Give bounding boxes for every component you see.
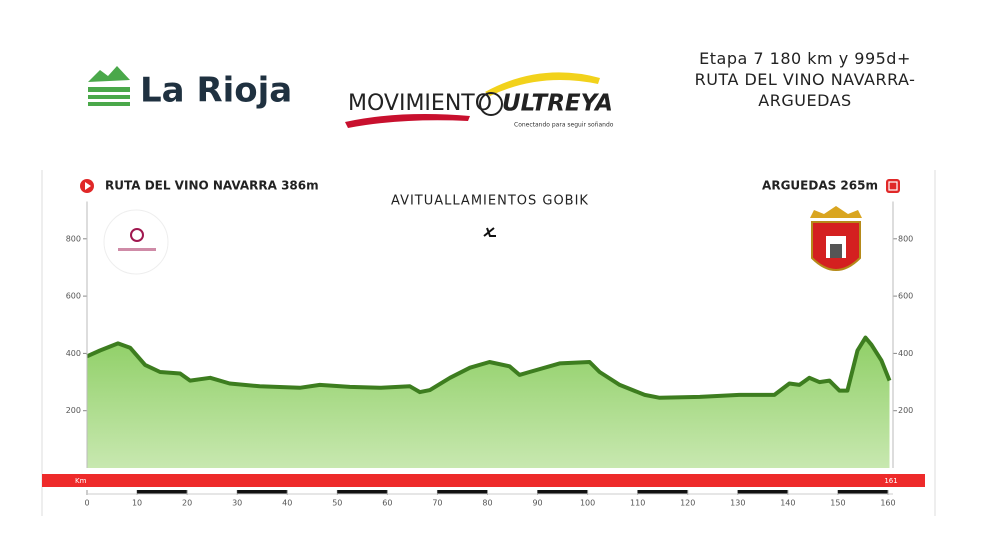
logo-tagline: Conectando para seguir soñando <box>514 122 614 129</box>
logo-center-text: MOVIMIENTO <box>348 91 492 116</box>
y-tick-label: 600 <box>66 292 81 301</box>
end-icon <box>888 181 898 191</box>
km-bar <box>42 474 925 487</box>
x-tick-label: 150 <box>830 499 845 508</box>
x-tick-label: 50 <box>332 499 342 508</box>
stage-info: Etapa 7 180 km y 995d+ RUTA DEL VINO NAV… <box>660 48 950 111</box>
x-tick-label: 120 <box>680 499 695 508</box>
stage-line: Etapa 7 180 km y 995d+ <box>699 49 911 68</box>
elevation-ridge <box>86 335 892 400</box>
start-icon <box>85 182 91 190</box>
scale-segment <box>837 490 888 494</box>
x-tick-label: 30 <box>232 499 242 508</box>
x-tick-label: 60 <box>382 499 392 508</box>
y-tick-label: 800 <box>66 234 81 243</box>
y-tick-label: 600 <box>898 292 913 301</box>
wine-logo <box>130 228 144 242</box>
scale-segment <box>237 490 288 494</box>
x-tick-label: 40 <box>282 499 292 508</box>
annotation: AVITUALLAMIENTOS GOBIK <box>391 194 589 209</box>
y-tick-label: 200 <box>66 406 81 415</box>
logo-center: MOVIMIENTO ULTREYA Conectando para segui… <box>345 72 614 129</box>
x-tick-label: 0 <box>84 499 89 508</box>
x-tick-label: 90 <box>532 499 542 508</box>
elevation-area <box>87 337 890 468</box>
end-label: ARGUEDAS 265m <box>762 179 878 193</box>
y-tick-label: 400 <box>66 349 81 358</box>
x-tick-label: 130 <box>730 499 745 508</box>
x-tick-label: 110 <box>630 499 645 508</box>
scale-segment <box>337 490 388 494</box>
x-tick-label: 20 <box>182 499 192 508</box>
scale-segment <box>437 490 488 494</box>
x-tick-label: 160 <box>880 499 895 508</box>
end-icon <box>886 179 900 193</box>
feed-icon <box>483 227 496 237</box>
x-tick-label: 10 <box>132 499 142 508</box>
x-tick-label: 100 <box>580 499 595 508</box>
logo-left-text: La Rioja <box>140 71 292 111</box>
wine-logo <box>103 209 169 275</box>
x-tick-label: 70 <box>432 499 442 508</box>
logo-left: La Rioja <box>88 66 292 111</box>
y-tick-label: 400 <box>898 349 913 358</box>
x-tick-label: 80 <box>482 499 492 508</box>
start-label: RUTA DEL VINO NAVARRA 386m <box>105 179 319 193</box>
distance-label: 161 <box>884 477 897 485</box>
scale-segment <box>637 490 688 494</box>
wine-logo <box>118 248 156 251</box>
x-axis-label: Km <box>75 477 87 485</box>
scale-segment <box>137 490 188 494</box>
logo-center-text: ULTREYA <box>502 91 613 117</box>
scale-segment <box>537 490 588 494</box>
coat-of-arms <box>810 206 862 271</box>
scale-segment <box>737 490 788 494</box>
wheel <box>479 92 503 116</box>
y-tick-label: 800 <box>898 234 913 243</box>
x-tick-label: 140 <box>780 499 795 508</box>
stage-line: RUTA DEL VINO NAVARRA- <box>694 70 916 89</box>
stage-line: ARGUEDAS <box>758 91 852 110</box>
y-tick-label: 200 <box>898 406 913 415</box>
